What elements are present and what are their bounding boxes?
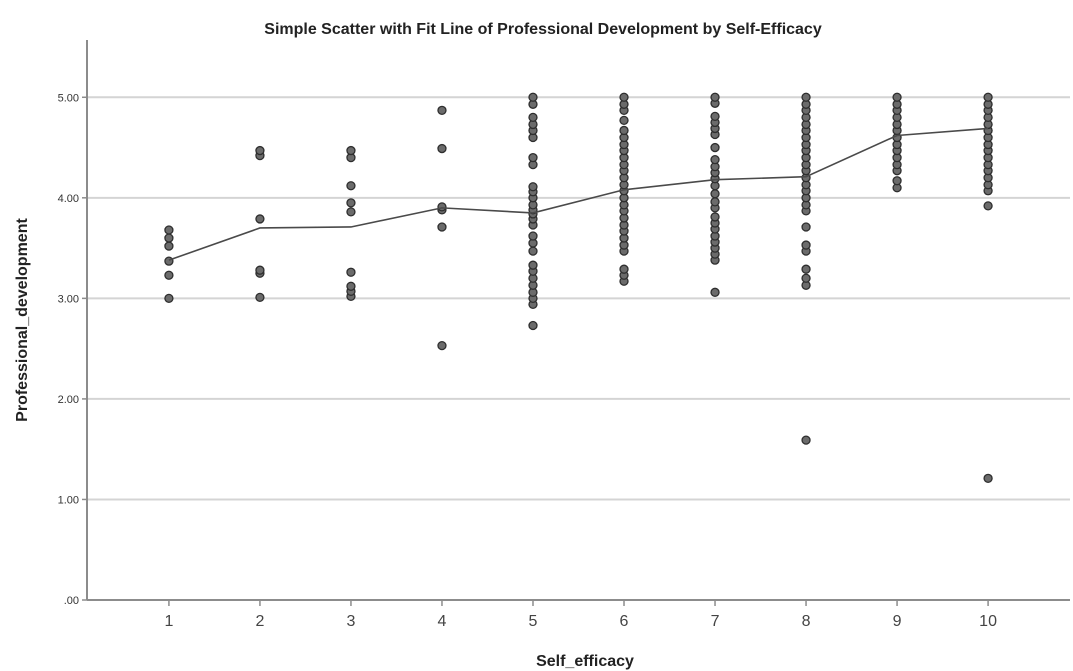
y-tick-label: 3.00 [58, 293, 79, 305]
data-point [801, 222, 811, 232]
data-point [437, 143, 447, 154]
x-tick-label: 1 [164, 613, 173, 630]
data-point [619, 264, 629, 274]
data-point [528, 260, 538, 270]
data-point [437, 222, 447, 232]
data-point [801, 92, 811, 102]
x-axis-label: Self_efficacy [536, 653, 634, 670]
gridlines [88, 96, 1070, 501]
y-axis-ticks: .00 1.00 2.00 3.00 4.00 5.00 [58, 92, 87, 607]
data-point [710, 92, 720, 102]
data-point [892, 176, 902, 186]
y-axis-label: Professional_development [14, 218, 31, 422]
data-point [801, 273, 811, 283]
data-point [619, 92, 629, 102]
x-tick-label: 3 [347, 613, 356, 630]
x-tick-label: 2 [255, 613, 264, 630]
x-tick-label: 8 [802, 613, 811, 630]
data-point [710, 154, 720, 165]
y-tick-label: 2.00 [58, 394, 79, 406]
data-point [255, 214, 265, 224]
data-point [801, 435, 811, 445]
data-point [710, 287, 720, 297]
data-point [528, 112, 538, 123]
data-point [983, 201, 993, 211]
data-point [437, 202, 447, 212]
data-point [346, 145, 356, 156]
data-point [528, 231, 538, 241]
data-point [528, 92, 538, 102]
chart-title: Simple Scatter with Fit Line of Professi… [264, 21, 822, 38]
data-point [619, 125, 629, 136]
data-point [346, 198, 356, 208]
y-tick-label: 1.00 [58, 494, 79, 506]
data-point [983, 473, 993, 483]
data-point [346, 281, 356, 291]
fit-line [168, 127, 989, 261]
data-point [710, 197, 720, 207]
data-point [892, 92, 902, 102]
data-point [528, 152, 538, 163]
data-point [437, 105, 447, 115]
y-tick-label: 5.00 [58, 92, 79, 104]
x-tick-label: 10 [979, 613, 997, 630]
data-point [346, 267, 356, 277]
x-tick-label: 5 [529, 613, 538, 630]
data-point [164, 233, 174, 243]
x-axis-ticks: 1 2 3 4 5 6 7 8 9 10 [164, 600, 997, 630]
data-point [164, 293, 174, 304]
data-point [710, 189, 720, 199]
x-tick-label: 6 [620, 613, 629, 630]
data-point [801, 240, 811, 250]
data-point [801, 264, 811, 274]
data-point [164, 225, 174, 235]
data-point [346, 207, 356, 217]
data-point [619, 115, 629, 126]
data-point [983, 92, 993, 102]
data-point [255, 292, 265, 303]
data-point [528, 182, 538, 192]
x-tick-label: 9 [893, 613, 902, 630]
data-point [437, 340, 447, 351]
y-tick-label: 4.00 [58, 193, 79, 205]
data-point [710, 142, 720, 153]
data-point [164, 241, 174, 251]
x-tick-label: 4 [438, 613, 447, 630]
data-point [710, 212, 720, 222]
y-tick-label: .00 [64, 595, 79, 607]
data-point [528, 246, 538, 256]
data-point [255, 265, 265, 275]
x-tick-label: 7 [711, 613, 720, 630]
data-point [528, 320, 538, 331]
data-point [346, 181, 356, 191]
data-point [255, 145, 265, 156]
data-point [710, 111, 720, 122]
data-points [164, 92, 993, 483]
data-point [164, 270, 174, 280]
